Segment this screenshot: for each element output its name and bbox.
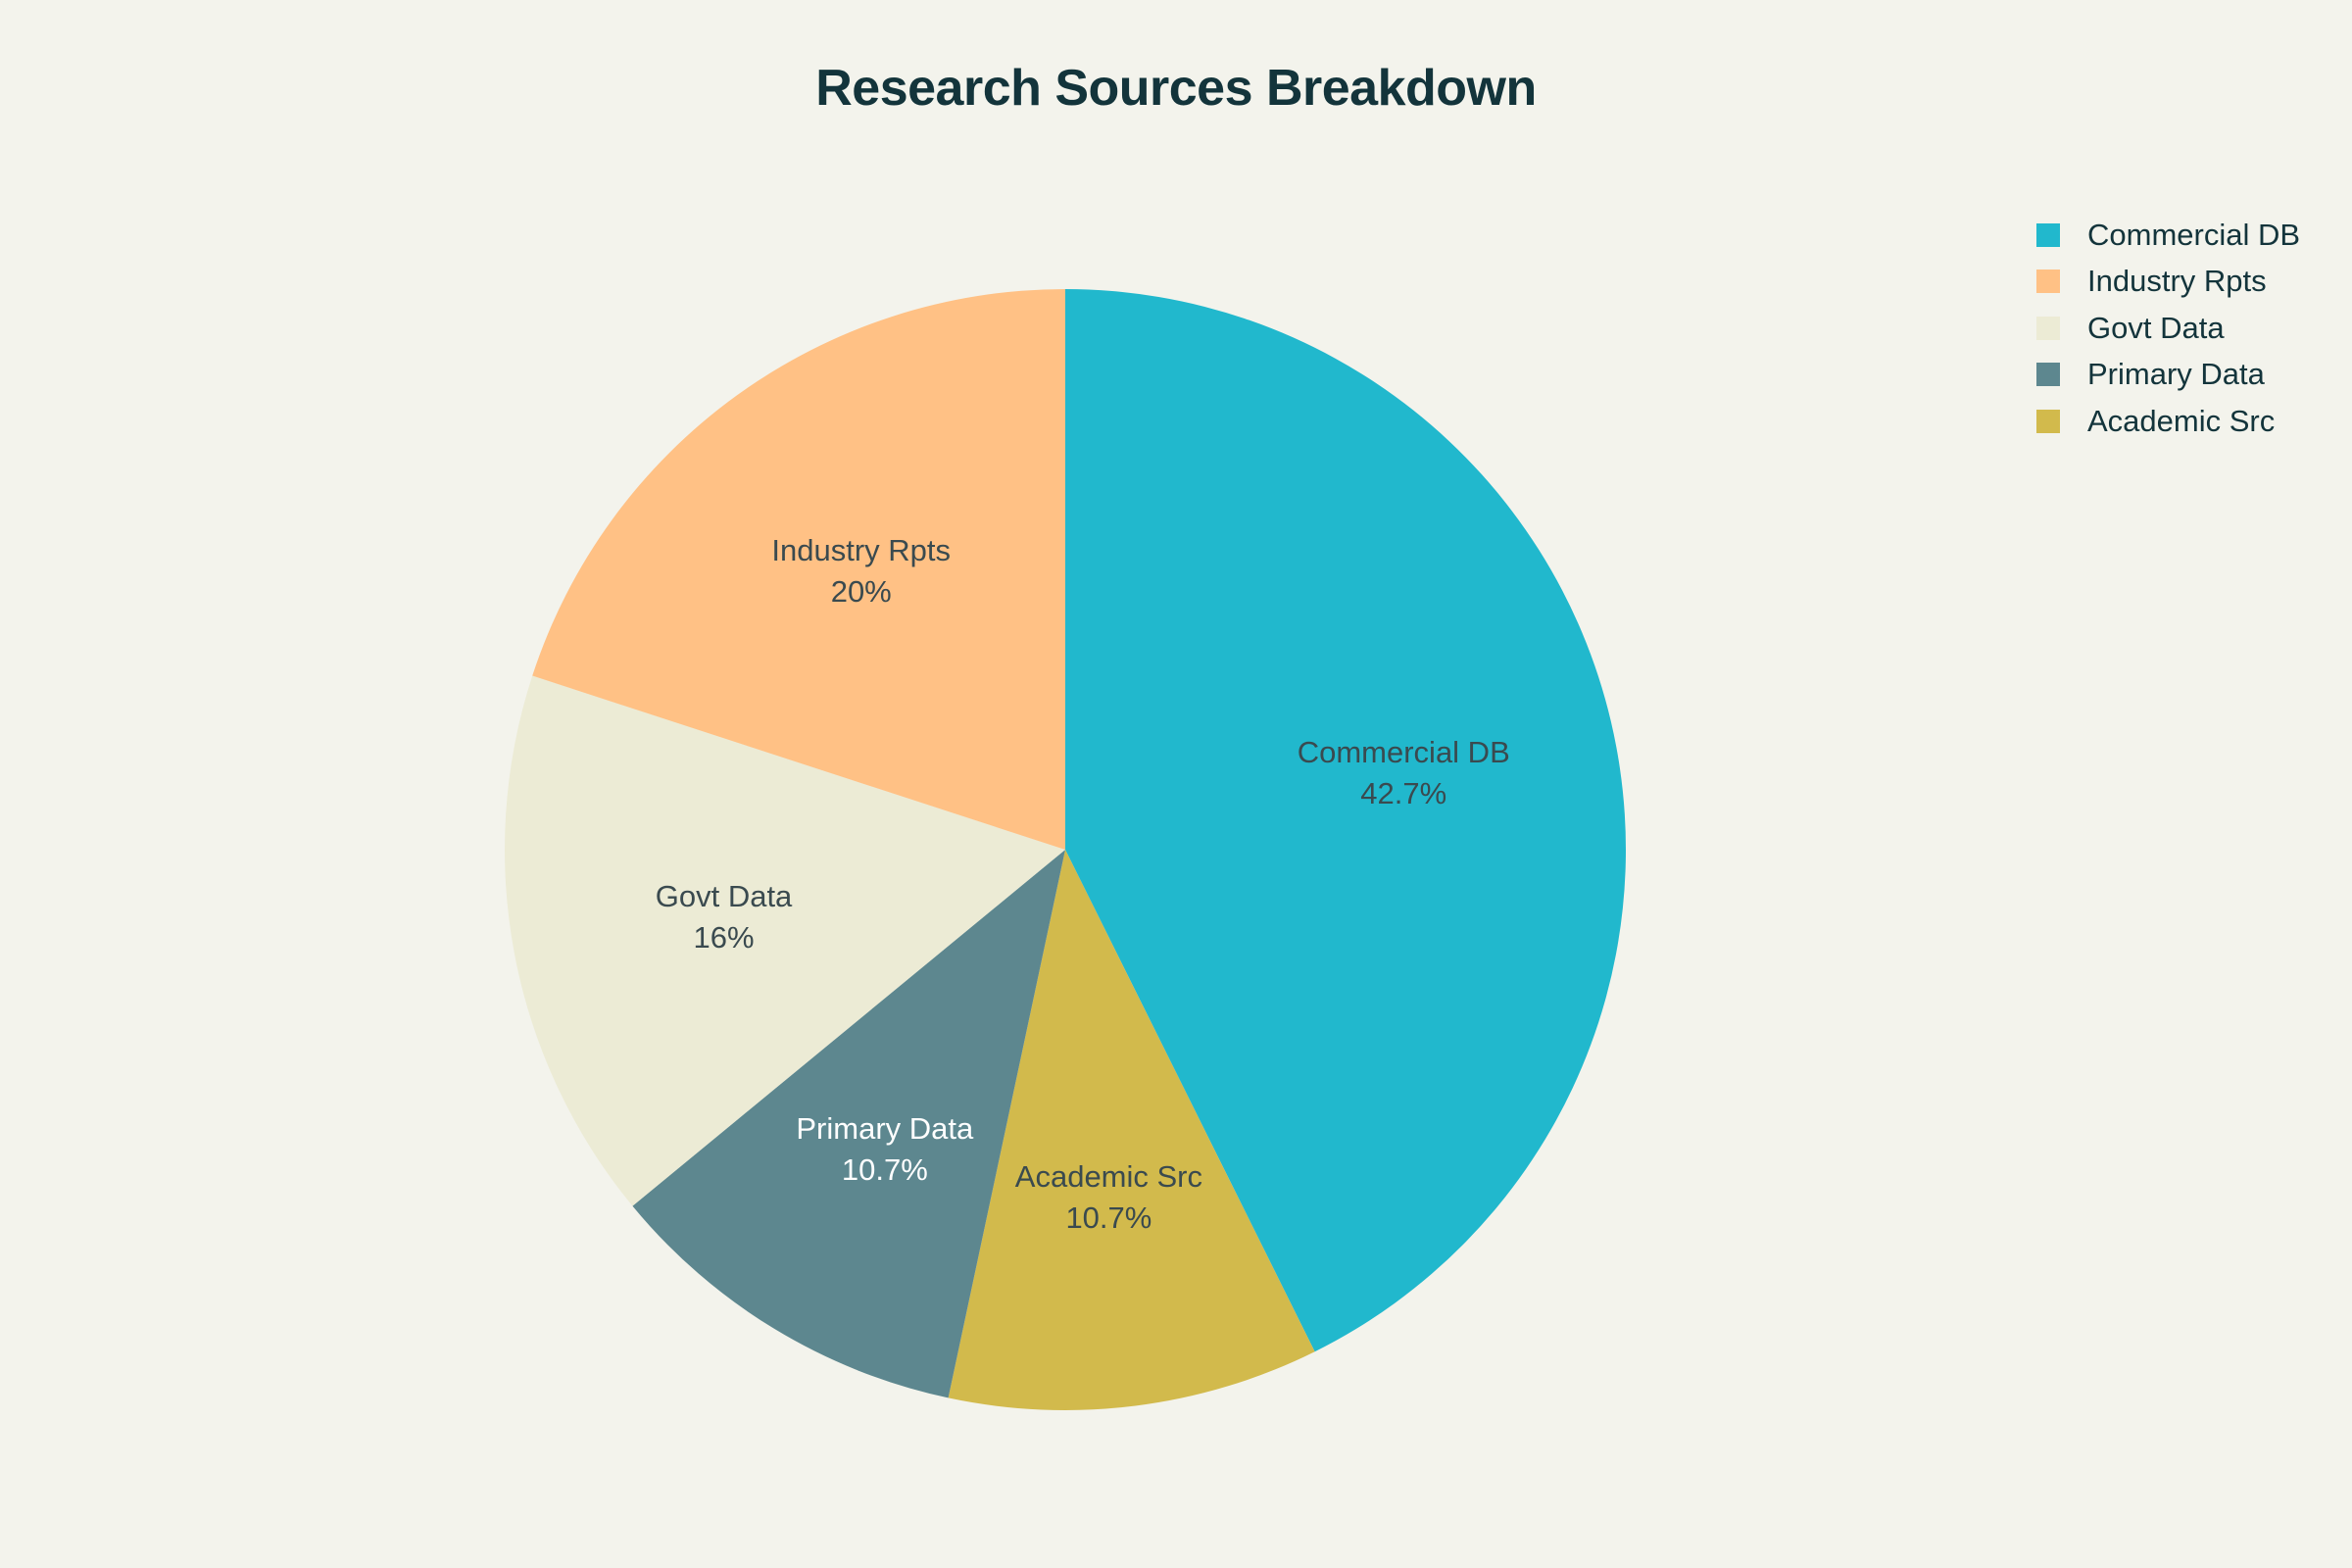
- slice-label-academic-src: Academic Src 10.7%: [1015, 1159, 1202, 1235]
- legend-label: Primary Data: [2087, 357, 2265, 392]
- legend: Commercial DB Industry Rpts Govt Data Prima…: [2036, 212, 2300, 445]
- slice-percent-label: 10.7%: [842, 1152, 928, 1187]
- slice-label-industry-rpts: Industry Rpts 20%: [771, 533, 951, 609]
- slice-category-label: Govt Data: [656, 879, 793, 913]
- legend-swatch: [2036, 409, 2060, 433]
- slice-percent-label: 20%: [831, 574, 892, 609]
- slice-category-label: Primary Data: [796, 1111, 974, 1146]
- legend-swatch: [2036, 222, 2060, 247]
- slice-label-primary-data: Primary Data 10.7%: [796, 1111, 974, 1187]
- legend-label: Academic Src: [2087, 403, 2276, 438]
- pie-slice-academic-src[interactable]: [948, 850, 1315, 1410]
- legend-item-commercial-db[interactable]: Commercial DB: [2036, 212, 2300, 259]
- slice-labels: Commercial DB 42.7%Academic Src 10.7%Prima…: [656, 533, 1510, 1235]
- slice-category-label: Industry Rpts: [771, 533, 951, 567]
- slice-category-label: Commercial DB: [1298, 735, 1510, 769]
- slice-percent-label: 16%: [694, 920, 755, 955]
- legend-swatch: [2036, 363, 2060, 387]
- legend-item-industry-rpts[interactable]: Industry Rpts: [2036, 259, 2300, 306]
- slice-percent-label: 42.7%: [1360, 776, 1446, 810]
- legend-label: Govt Data: [2087, 310, 2225, 345]
- slice-label-govt-data: Govt Data 16%: [656, 879, 793, 955]
- legend-item-primary-data[interactable]: Primary Data: [2036, 352, 2300, 399]
- pie-slice-commercial-db[interactable]: [1065, 289, 1626, 1352]
- slice-category-label: Academic Src: [1015, 1159, 1202, 1194]
- pie-slice-govt-data[interactable]: [505, 675, 1065, 1206]
- slice-percent-label: 10.7%: [1065, 1200, 1152, 1235]
- legend-label: Commercial DB: [2087, 217, 2301, 252]
- chart-title: Research Sources Breakdown: [815, 60, 1537, 117]
- slice-label-commercial-db: Commercial DB 42.7%: [1298, 735, 1510, 810]
- legend-label: Industry Rpts: [2087, 264, 2267, 299]
- legend-item-academic-src[interactable]: Academic Src: [2036, 398, 2300, 445]
- pie-slice-industry-rpts[interactable]: [532, 289, 1065, 850]
- legend-item-govt-data[interactable]: Govt Data: [2036, 305, 2300, 352]
- legend-swatch: [2036, 270, 2060, 294]
- pie-slice-primary-data[interactable]: [632, 850, 1065, 1398]
- legend-swatch: [2036, 316, 2060, 340]
